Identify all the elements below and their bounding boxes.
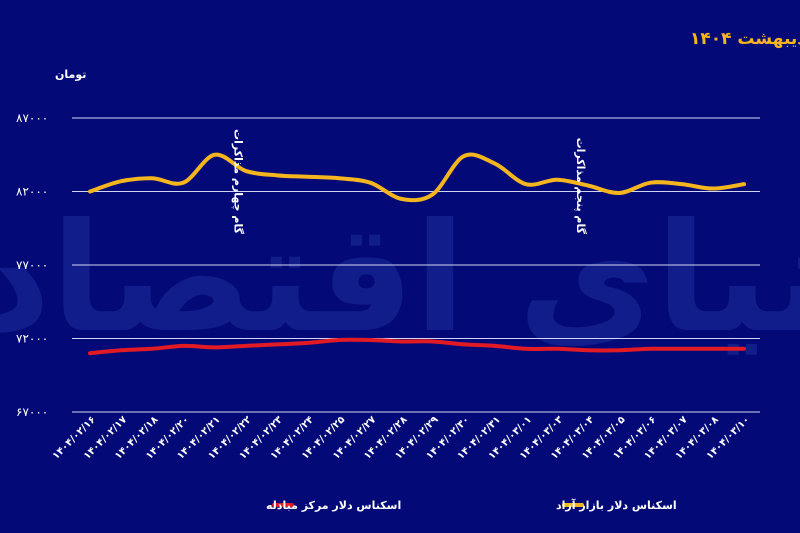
data-point xyxy=(88,189,92,194)
data-point xyxy=(617,348,622,352)
data-point xyxy=(306,341,310,345)
legend: اسکناس دلار بازار آزاد اسکناس دلار مرکز … xyxy=(266,498,677,512)
data-point xyxy=(680,182,684,186)
data-point xyxy=(430,339,435,344)
legend-swatch-exchange-center xyxy=(272,503,294,507)
data-point xyxy=(306,175,310,179)
data-point xyxy=(212,345,217,349)
annotation-label: گام چهارم مذاکرات xyxy=(232,129,245,235)
grid xyxy=(72,117,760,413)
series-line-free-market xyxy=(88,152,746,203)
data-point xyxy=(212,153,217,157)
y-axis: ۸۷۰۰۰ ۸۲۰۰۰ ۷۷۰۰۰ ۷۲۰۰۰ ۶۷۰۰۰ xyxy=(16,111,48,419)
data-point xyxy=(493,344,497,348)
data-point xyxy=(524,182,528,186)
annotation-label: گام پنجم مذاکرات xyxy=(574,138,587,235)
data-point xyxy=(399,197,404,201)
data-point xyxy=(493,161,497,166)
data-point xyxy=(586,348,590,352)
data-point xyxy=(275,342,279,346)
data-point xyxy=(368,338,372,342)
data-point xyxy=(648,347,653,351)
data-point xyxy=(181,344,186,348)
data-point xyxy=(150,347,154,351)
series-line-exchange-center xyxy=(88,337,746,356)
data-point xyxy=(337,338,341,342)
legend-label-free-market: اسکناس دلار بازار آزاد xyxy=(556,498,677,512)
y-tick-label: ۷۷۰۰۰ xyxy=(16,258,48,272)
data-point xyxy=(399,339,404,344)
data-point xyxy=(150,176,154,180)
data-point xyxy=(524,347,528,351)
legend-swatch-free-market xyxy=(562,503,584,507)
data-point xyxy=(244,344,248,348)
data-point xyxy=(368,181,372,185)
data-point xyxy=(337,176,341,180)
x-axis: ۱۴۰۴/۰۲/۱۶۱۴۰۴/۰۲/۱۷۱۴۰۴/۰۲/۱۸۱۴۰۴/۰۲/۲۰… xyxy=(51,414,752,461)
legend-label-exchange-center: اسکناس دلار مرکز مبادله xyxy=(266,499,401,512)
data-point xyxy=(88,351,92,355)
data-point xyxy=(244,169,248,173)
watermark-logo: دنیای اقتصاد xyxy=(0,192,800,366)
data-point xyxy=(275,173,279,177)
data-point xyxy=(742,182,746,186)
data-point xyxy=(430,192,435,197)
data-point xyxy=(555,347,559,351)
data-point xyxy=(680,347,684,351)
annotations: گام چهارم مذاکرات گام پنجم مذاکرات xyxy=(232,129,588,235)
plot-area xyxy=(88,152,746,356)
data-point xyxy=(119,348,123,352)
y-tick-label: ۷۲۰۰۰ xyxy=(16,332,48,346)
y-tick-label: ۸۲۰۰۰ xyxy=(16,185,48,199)
y-axis-unit-label: تومان xyxy=(55,68,86,81)
data-point xyxy=(648,181,653,185)
data-point xyxy=(119,179,123,183)
data-point xyxy=(711,347,715,351)
data-point xyxy=(462,342,466,346)
data-point xyxy=(742,347,746,351)
data-point xyxy=(181,181,186,185)
chart-title: قیمت اسکناس دلار بازار آزاد و اسکناس دلا… xyxy=(690,27,800,49)
data-point xyxy=(711,186,715,191)
data-point xyxy=(586,184,590,188)
data-point xyxy=(462,154,466,158)
y-tick-label: ۸۷۰۰۰ xyxy=(16,111,48,125)
data-point xyxy=(617,191,622,195)
y-tick-label: ۶۷۰۰۰ xyxy=(16,405,48,419)
data-point xyxy=(555,178,559,182)
